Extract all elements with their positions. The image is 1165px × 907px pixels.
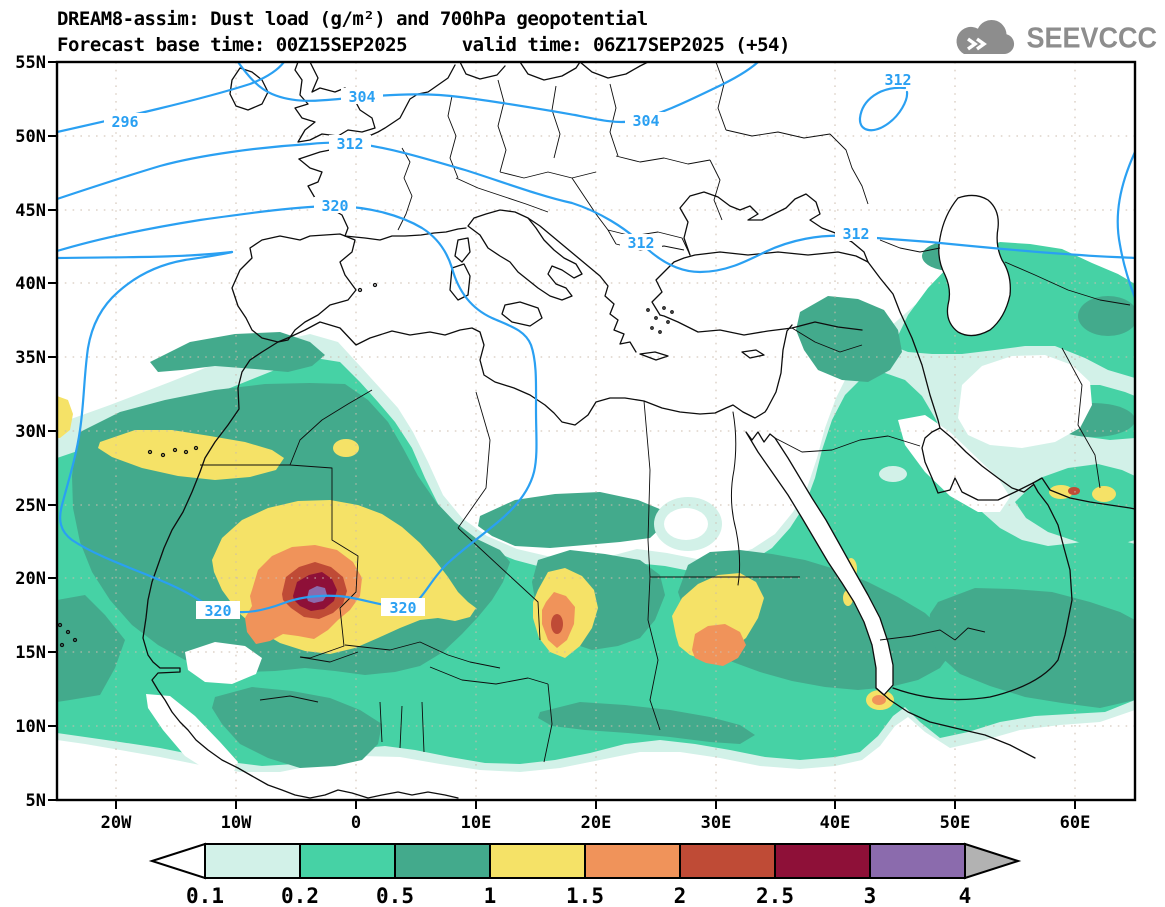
lat-tick-label: 30N — [15, 422, 46, 442]
lat-tick-label: 20N — [15, 569, 46, 589]
colorbar-segment — [299, 843, 396, 879]
logo-text: SEEVCCC — [1026, 21, 1157, 54]
axis-ticks — [48, 61, 1076, 809]
lon-tick-label: 50E — [940, 813, 971, 833]
colorbar — [148, 842, 1022, 880]
chart-subtitle-times: Forecast base time: 00Z15SEP2025 valid t… — [57, 34, 790, 56]
colorbar-above-max-arrow — [964, 842, 1022, 880]
contour-labels: 296 304 304 312 312 312 312 320 320 320 … — [111, 71, 1163, 620]
gridlines — [57, 62, 1135, 800]
colorbar-level-label: 2.5 — [756, 884, 794, 907]
contour-label: 296 — [111, 113, 138, 131]
lon-tick-label: 10W — [221, 813, 252, 833]
lon-tick-label: 20E — [581, 813, 612, 833]
contour-label-halos — [104, 71, 1135, 619]
lat-tick-label: 55N — [15, 53, 46, 73]
lat-tick-label: 50N — [15, 127, 46, 147]
cloud-icon — [956, 19, 1015, 55]
colorbar-level-label: 0.2 — [281, 884, 319, 907]
contour-320-branch — [57, 250, 234, 260]
colorbar-segment — [774, 843, 871, 879]
dust-level-3 — [307, 586, 327, 603]
contour-label: 312 — [336, 135, 363, 153]
chart-title: DREAM8-assim: Dust load (g/m²) and 700hP… — [57, 8, 648, 30]
lat-tick-label: 40N — [15, 274, 46, 294]
latitude-axis: 55N 50N 45N 40N 35N 30N 25N 20N 15N 10N … — [15, 53, 46, 811]
lat-tick-label: 15N — [15, 643, 46, 663]
contour-label: 320 — [204, 602, 231, 620]
lat-tick-label: 35N — [15, 348, 46, 368]
contour-label: 304 — [632, 112, 659, 130]
colorbar-level-label: 4 — [959, 884, 972, 907]
lon-tick-label: 30E — [701, 813, 732, 833]
seevccc-logo: SEEVCCC — [950, 14, 1157, 62]
contour-312 — [57, 141, 1135, 274]
colorbar-level-label: 3 — [864, 884, 877, 907]
lon-tick-label: 40E — [820, 813, 851, 833]
contour-label: 320 — [389, 599, 416, 617]
lat-tick-label: 25N — [15, 496, 46, 516]
lon-tick-label: 60E — [1060, 813, 1091, 833]
colorbar-below-min-arrow — [148, 842, 206, 880]
colorbar-segment — [679, 843, 776, 879]
lat-tick-label: 10N — [15, 717, 46, 737]
contour-304 — [236, 62, 760, 124]
contour-label: 312 — [884, 71, 911, 89]
colorbar-level-label: 2 — [674, 884, 687, 907]
colorbar-segment — [204, 843, 301, 879]
contour-312-closed — [858, 86, 909, 132]
longitude-axis: 20W 10W 0 10E 20E 30E 40E 50E 60E — [101, 813, 1091, 833]
contour-label: 312 — [627, 234, 654, 252]
contour-label: 304 — [1136, 222, 1163, 240]
contour-label: 304 — [348, 88, 375, 106]
contour-label: 320 — [321, 197, 348, 215]
contour-304-right-edge — [1116, 150, 1135, 300]
lat-tick-label: 5N — [26, 791, 46, 811]
coastlines — [57, 62, 1135, 799]
colorbar-segment — [394, 843, 491, 879]
colorbar-level-label: 0.5 — [376, 884, 414, 907]
title-block: DREAM8-assim: Dust load (g/m²) and 700hP… — [57, 6, 790, 58]
colorbar-level-label: 1 — [484, 884, 497, 907]
contour-label: 312 — [842, 225, 869, 243]
colorbar-segment — [489, 843, 586, 879]
lon-tick-label: 20W — [101, 813, 132, 833]
colorbar-segment — [869, 843, 966, 879]
colorbar-level-label: 1.5 — [566, 884, 604, 907]
colorbar-segment — [584, 843, 681, 879]
lon-tick-label: 10E — [461, 813, 492, 833]
lat-tick-label: 45N — [15, 201, 46, 221]
colorbar-labels: 0.1 0.2 0.5 1 1.5 2 2.5 3 4 — [186, 884, 971, 907]
contour-296 — [57, 62, 286, 134]
colorbar-level-label: 0.1 — [186, 884, 224, 907]
country-borders — [200, 62, 1131, 763]
lon-tick-label: 0 — [351, 813, 361, 833]
